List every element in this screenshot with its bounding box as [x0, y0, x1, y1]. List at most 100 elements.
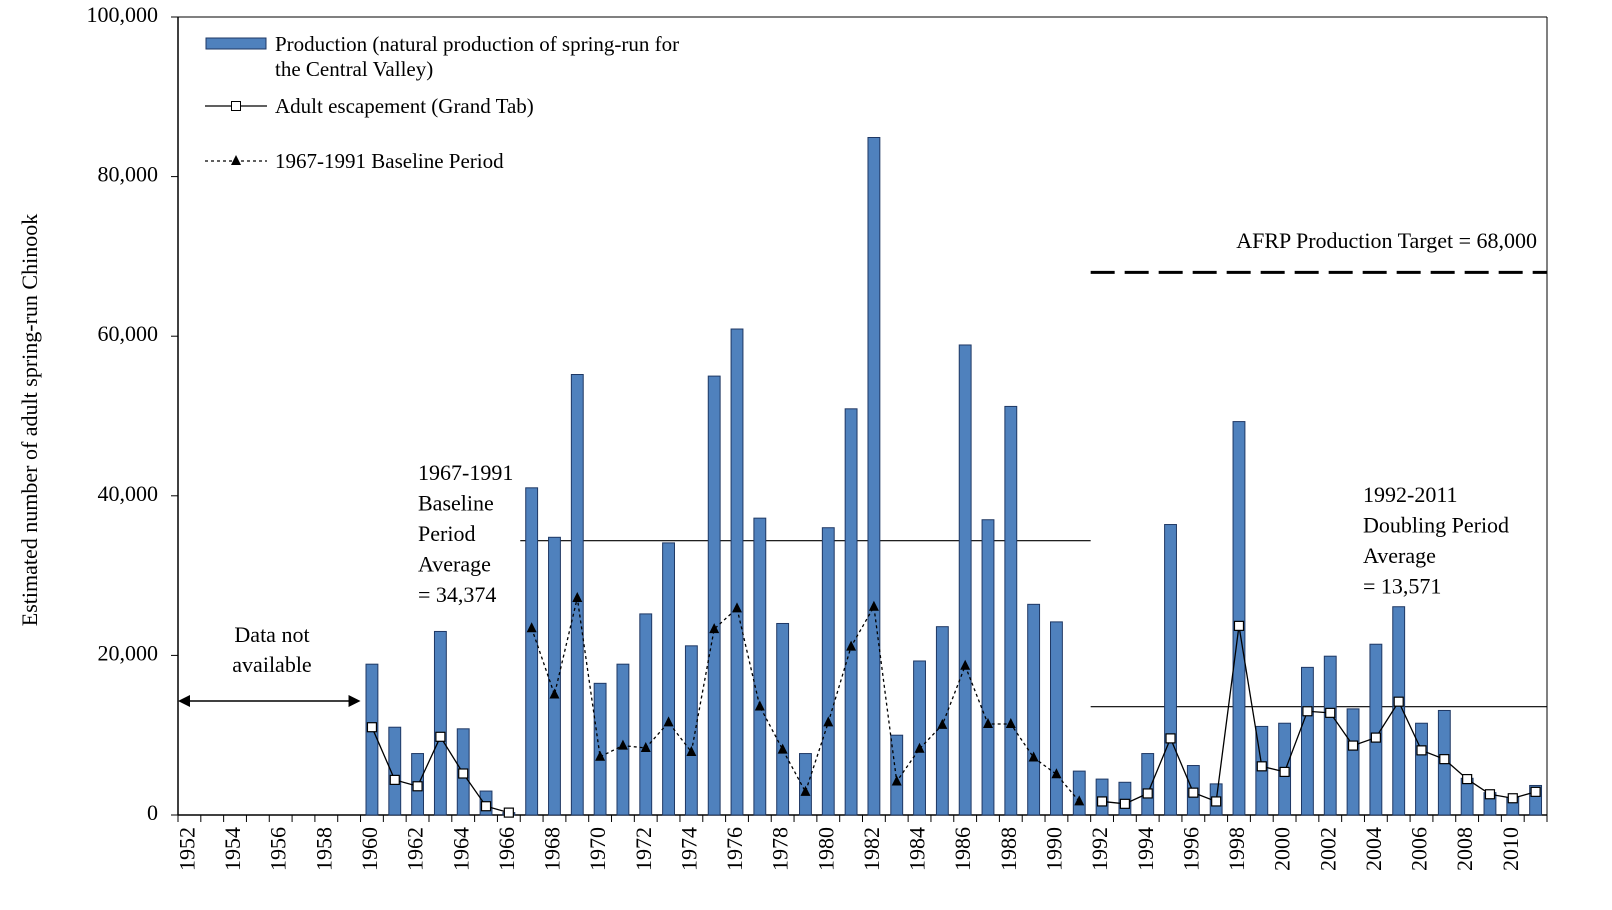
annotation: = 34,374 [418, 582, 496, 607]
y-tick-label: 100,000 [87, 2, 159, 27]
marker [480, 801, 492, 812]
bar [1164, 524, 1177, 816]
marker [1096, 796, 1108, 807]
annotation: = 13,571 [1363, 574, 1441, 599]
marker [1530, 786, 1541, 797]
marker [960, 659, 971, 670]
x-tick-label: 1964 [448, 827, 473, 871]
swatch [205, 37, 267, 50]
bar [639, 613, 653, 816]
bar [1072, 770, 1086, 816]
x-tick-label: 2002 [1315, 827, 1340, 871]
bar [1300, 666, 1314, 816]
bar [867, 136, 881, 816]
marker [1393, 696, 1404, 707]
marker [1507, 793, 1518, 804]
y-axis-label: Estimated number of adult spring-run Chi… [17, 214, 42, 626]
bar [1415, 722, 1428, 816]
marker [435, 731, 446, 742]
marker [526, 622, 537, 633]
marker [1051, 768, 1062, 779]
x-tick-label: 1998 [1224, 827, 1249, 871]
annotation: Baseline [418, 491, 494, 516]
marker [937, 718, 948, 729]
bar [890, 734, 904, 816]
marker [1462, 773, 1473, 785]
marker [1325, 707, 1336, 718]
x-tick-label: 1976 [722, 827, 747, 871]
marker [732, 602, 743, 613]
x-tick-label: 2008 [1452, 827, 1477, 871]
swatch [231, 101, 241, 111]
x-tick-label: 2006 [1407, 827, 1432, 871]
marker [914, 742, 925, 753]
marker [1028, 751, 1039, 762]
marker [1484, 789, 1496, 800]
marker [709, 623, 720, 634]
bar [707, 375, 721, 816]
x-tick-label: 1966 [494, 827, 519, 871]
x-tick-label: 2000 [1270, 827, 1295, 871]
bar [776, 622, 790, 816]
x-tick-label: 1954 [220, 827, 245, 871]
bar [593, 682, 607, 816]
annotation: available [232, 652, 311, 677]
legend-item: Production (natural production of spring… [205, 32, 705, 82]
y-tick-label: 20,000 [98, 640, 159, 665]
bar [1118, 781, 1132, 816]
bar [388, 726, 402, 816]
bar [799, 753, 812, 816]
marker [1233, 620, 1245, 631]
marker [1188, 787, 1199, 798]
marker [754, 700, 765, 711]
x-tick-label: 1970 [585, 827, 610, 871]
bar [1050, 621, 1063, 816]
annotation: 1967-1991 [418, 460, 513, 485]
annotation: Average [418, 552, 491, 577]
marker [503, 807, 514, 818]
y-tick-label: 60,000 [98, 321, 159, 346]
legend-swatch [205, 101, 267, 111]
bar [1232, 421, 1246, 816]
x-tick-label: 1968 [540, 827, 565, 871]
annotation: Average [1363, 543, 1436, 568]
marker [1439, 754, 1450, 765]
marker [617, 739, 628, 750]
x-tick-label: 1988 [996, 827, 1021, 871]
bar [1141, 753, 1155, 816]
bar [684, 645, 698, 816]
marker [389, 774, 400, 785]
marker [549, 688, 560, 699]
bar [433, 630, 447, 816]
annotation: 1992-2011 [1363, 482, 1458, 507]
x-tick-label: 1962 [403, 827, 428, 871]
marker [1279, 766, 1290, 778]
marker [823, 716, 834, 727]
legend-item: 1967-1991 Baseline Period [205, 149, 705, 174]
x-tick-label: 1982 [859, 827, 884, 871]
legend-label: Production (natural production of spring… [275, 32, 680, 81]
marker [595, 750, 606, 761]
marker [777, 743, 788, 754]
bar [662, 542, 675, 816]
bar [730, 328, 744, 816]
arrow-head [178, 695, 190, 707]
legend-swatch [205, 37, 267, 50]
marker [458, 768, 469, 779]
legend-label: 1967-1991 Baseline Period [275, 149, 504, 173]
marker [686, 745, 697, 756]
marker [1211, 796, 1222, 807]
marker [640, 741, 651, 752]
marker [412, 781, 423, 792]
marker [1119, 798, 1130, 809]
swatch [231, 155, 241, 165]
bar [1369, 643, 1383, 816]
marker [663, 716, 674, 727]
bar [525, 487, 539, 816]
marker [1256, 761, 1267, 772]
annotation: Period [418, 521, 475, 546]
annotation: AFRP Production Target = 68,000 [1236, 228, 1537, 253]
bar [365, 663, 379, 816]
